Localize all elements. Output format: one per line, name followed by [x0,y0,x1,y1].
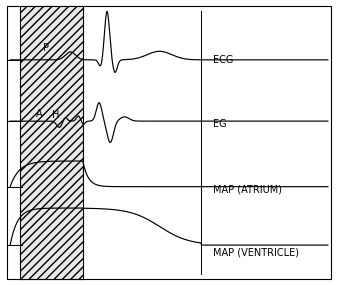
Bar [20,6,83,279]
Text: H: H [52,110,59,121]
Text: EG: EG [213,119,226,129]
Text: MAP (VENTRICLE): MAP (VENTRICLE) [213,247,299,257]
Text: P: P [43,43,49,54]
Text: MAP (ATRIUM): MAP (ATRIUM) [213,184,282,195]
Text: ECG: ECG [213,55,233,65]
Text: A: A [35,109,42,119]
